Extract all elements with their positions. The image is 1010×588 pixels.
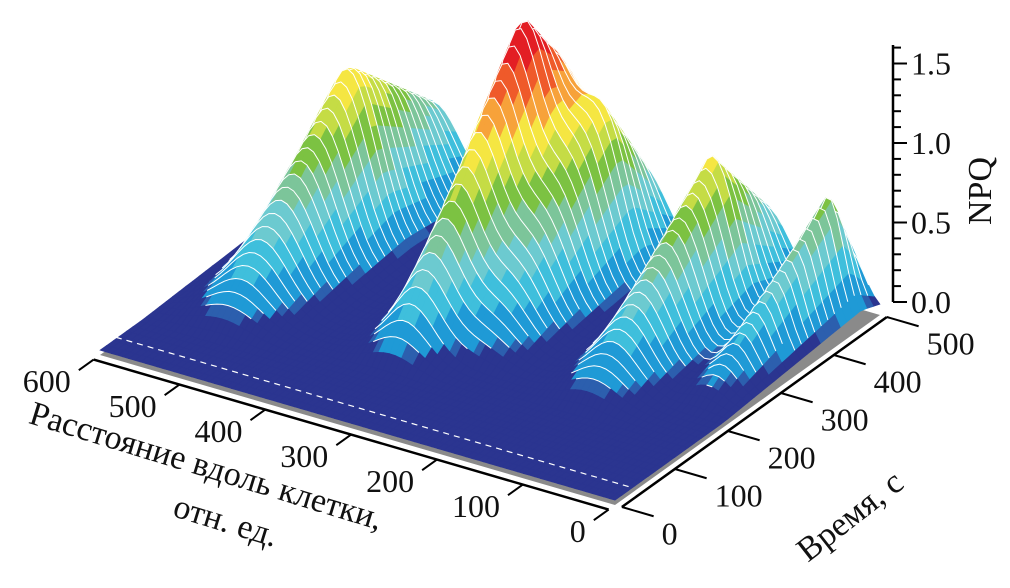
x-tick xyxy=(507,483,524,497)
y-tick-label: 500 xyxy=(927,325,975,361)
x-tick xyxy=(78,358,95,372)
time-slice-line xyxy=(586,316,667,373)
time-slice-line xyxy=(205,303,252,320)
x-tick-label: 600 xyxy=(23,363,71,399)
time-slice-line xyxy=(373,336,420,353)
time-slice-line xyxy=(373,319,432,348)
time-slice-line xyxy=(387,268,492,349)
time-slice-line xyxy=(374,303,445,345)
y-tick-label: 0 xyxy=(662,515,678,551)
y-tick-label: 200 xyxy=(768,439,816,475)
time-slice-line xyxy=(215,238,308,302)
time-slice-line xyxy=(709,353,745,371)
surface-cell xyxy=(99,345,113,353)
time-slice-line xyxy=(221,226,315,295)
x-tick-label: 0 xyxy=(570,513,586,549)
x-tick xyxy=(421,458,438,472)
x-tick-label: 100 xyxy=(452,488,500,524)
time-slice-line xyxy=(206,277,277,311)
y-tick-label: 300 xyxy=(821,401,869,437)
y-tick xyxy=(780,392,813,404)
y-tick-label: 100 xyxy=(715,477,763,513)
x-tick-label: 300 xyxy=(280,438,328,474)
y-tick-label: 400 xyxy=(874,363,922,399)
z-tick-label: 0.5 xyxy=(911,205,951,241)
x-tick xyxy=(593,508,610,522)
time-slice-line xyxy=(207,264,289,310)
time-slice-line xyxy=(577,353,636,382)
time-slice-line xyxy=(708,363,738,380)
x-tick-label: 500 xyxy=(109,388,157,424)
z-tick-label: 1.0 xyxy=(911,125,951,161)
time-slice-line xyxy=(706,384,713,388)
z-tick-label: 0.0 xyxy=(911,284,951,320)
x-tick xyxy=(335,433,352,447)
dashed-reference-line xyxy=(115,336,632,488)
time-slice-line xyxy=(388,251,510,348)
z-axis-label: NPQ xyxy=(962,156,999,225)
y-tick xyxy=(674,468,707,480)
time-slice-line xyxy=(585,328,655,373)
x-tick xyxy=(164,383,181,397)
time-slice-line xyxy=(381,286,468,350)
x-tick-label: 200 xyxy=(366,463,414,499)
time-slice-line xyxy=(571,365,629,390)
x-tick xyxy=(249,408,266,422)
time-slice-line xyxy=(576,377,611,390)
y-tick xyxy=(621,506,654,518)
y-axis-line xyxy=(621,315,888,509)
time-slice-line xyxy=(701,374,725,382)
time-slice-line xyxy=(592,304,674,366)
time-slice-line xyxy=(578,340,648,380)
x-tick-label: 400 xyxy=(194,413,242,449)
y-tick xyxy=(886,316,919,328)
y-tick xyxy=(833,354,866,366)
time-slice-line xyxy=(206,290,264,314)
z-tick-label: 1.5 xyxy=(911,46,951,82)
y-tick xyxy=(727,430,760,442)
time-slice-line xyxy=(214,251,296,302)
